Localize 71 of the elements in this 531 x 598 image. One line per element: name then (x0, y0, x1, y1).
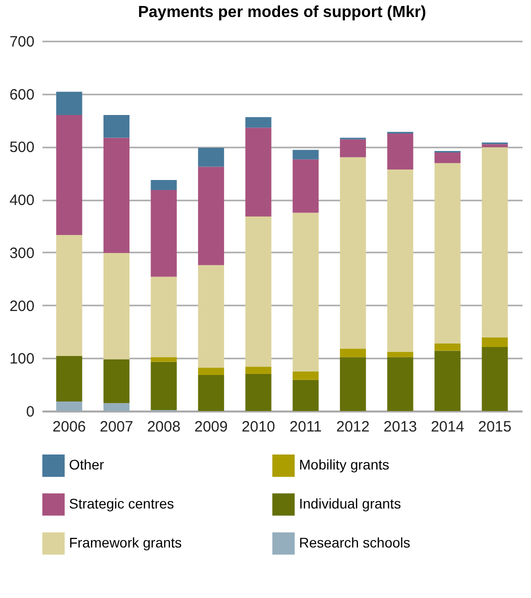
y-tick-label: 100 (9, 350, 34, 368)
bar (56, 234, 82, 356)
bar (103, 403, 130, 411)
bar (245, 117, 272, 128)
x-tick-label: 2010 (242, 418, 276, 436)
bar (340, 157, 366, 349)
bar (198, 148, 224, 167)
y-tick-label: 600 (9, 86, 34, 104)
legend-label: Other (69, 456, 104, 473)
bar (387, 169, 414, 352)
bar (103, 115, 130, 138)
bar (245, 366, 272, 374)
bar (198, 265, 224, 368)
y-tick-label: 300 (9, 244, 34, 262)
bar (482, 147, 508, 338)
bar (103, 359, 130, 404)
bar (292, 380, 319, 411)
legend-label: Strategic centres (69, 496, 174, 512)
bar (292, 150, 319, 160)
bar (56, 115, 82, 235)
bar (150, 357, 177, 362)
bar (103, 252, 130, 360)
bar (292, 371, 319, 380)
y-tick-label: 0 (26, 404, 34, 420)
bar (198, 166, 224, 266)
bar (245, 216, 272, 367)
bar (150, 180, 177, 190)
bar (150, 190, 177, 277)
bar (434, 350, 461, 411)
y-tick-label: 400 (9, 192, 34, 210)
y-tick-label: 500 (9, 139, 34, 156)
bar (150, 276, 177, 358)
bar (482, 338, 508, 348)
bar (245, 374, 272, 411)
bar (434, 163, 461, 344)
bar (482, 144, 508, 148)
x-tick-label: 2008 (147, 418, 180, 436)
bar (482, 347, 508, 411)
x-tick-label: 2014 (430, 418, 464, 436)
bar (150, 362, 177, 410)
chart-title: Payments per modes of support (Mkr) (138, 4, 426, 21)
legend-label: Framework grants (69, 534, 182, 550)
legend-label: Mobility grants (299, 456, 390, 473)
bar (340, 357, 366, 411)
bar (103, 138, 130, 253)
y-tick-label: 200 (9, 298, 34, 315)
bar (434, 152, 461, 164)
bar (292, 159, 319, 213)
bar (56, 356, 82, 402)
bar (387, 134, 414, 170)
bar (387, 352, 414, 358)
x-tick-label: 2006 (52, 418, 86, 436)
bar (198, 368, 224, 376)
bar (56, 401, 82, 411)
bar (340, 348, 366, 358)
legend-label: Research schools (299, 534, 410, 550)
x-tick-label: 2007 (100, 418, 134, 436)
x-tick-label: 2015 (478, 418, 512, 436)
bar (292, 212, 319, 372)
x-tick-label: 2013 (384, 418, 417, 436)
bar (387, 357, 414, 411)
y-tick-label: 700 (9, 34, 34, 50)
bar (56, 92, 82, 115)
legend-label: Individual grants (299, 496, 401, 512)
bar (245, 128, 272, 216)
x-tick-label: 2009 (194, 418, 228, 436)
bar (340, 139, 366, 158)
bar (434, 343, 461, 351)
x-tick-label: 2011 (290, 418, 322, 436)
x-tick-label: 2012 (336, 418, 370, 436)
bar (198, 375, 224, 411)
